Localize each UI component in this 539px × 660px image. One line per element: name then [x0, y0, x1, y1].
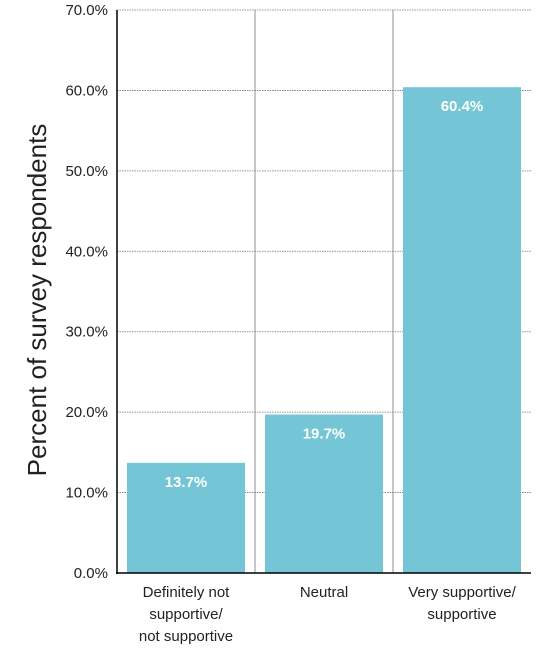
y-tick-label: 30.0% [65, 324, 108, 341]
x-category-label: Definitely not supportive/not supportive [139, 584, 233, 645]
y-axis-title: Percent of survey respondents [22, 124, 52, 477]
y-tick-label: 70.0% [65, 2, 108, 19]
y-tick-label: 50.0% [65, 163, 108, 180]
x-category-label: Neutral [300, 584, 348, 601]
bar-layer [127, 87, 521, 573]
data-label: 60.4% [441, 98, 484, 115]
x-category-label: Very supportive/supportive [408, 584, 516, 623]
y-tick-label: 0.0% [74, 565, 108, 582]
y-tick-label: 60.0% [65, 82, 108, 99]
bar [403, 87, 521, 573]
axis-layer [116, 10, 531, 574]
y-tick-label: 10.0% [65, 485, 108, 502]
bar [127, 462, 245, 573]
y-tick-label: 40.0% [65, 243, 108, 260]
label-layer: 0.0% 10.0% 20.0% 30.0% 40.0% 50.0% 60.0% 70.0% 1… [65, 2, 516, 645]
data-label: 13.7% [165, 474, 208, 491]
y-tick-label: 20.0% [65, 404, 108, 421]
data-label: 19.7% [303, 426, 346, 443]
bar [265, 414, 383, 573]
